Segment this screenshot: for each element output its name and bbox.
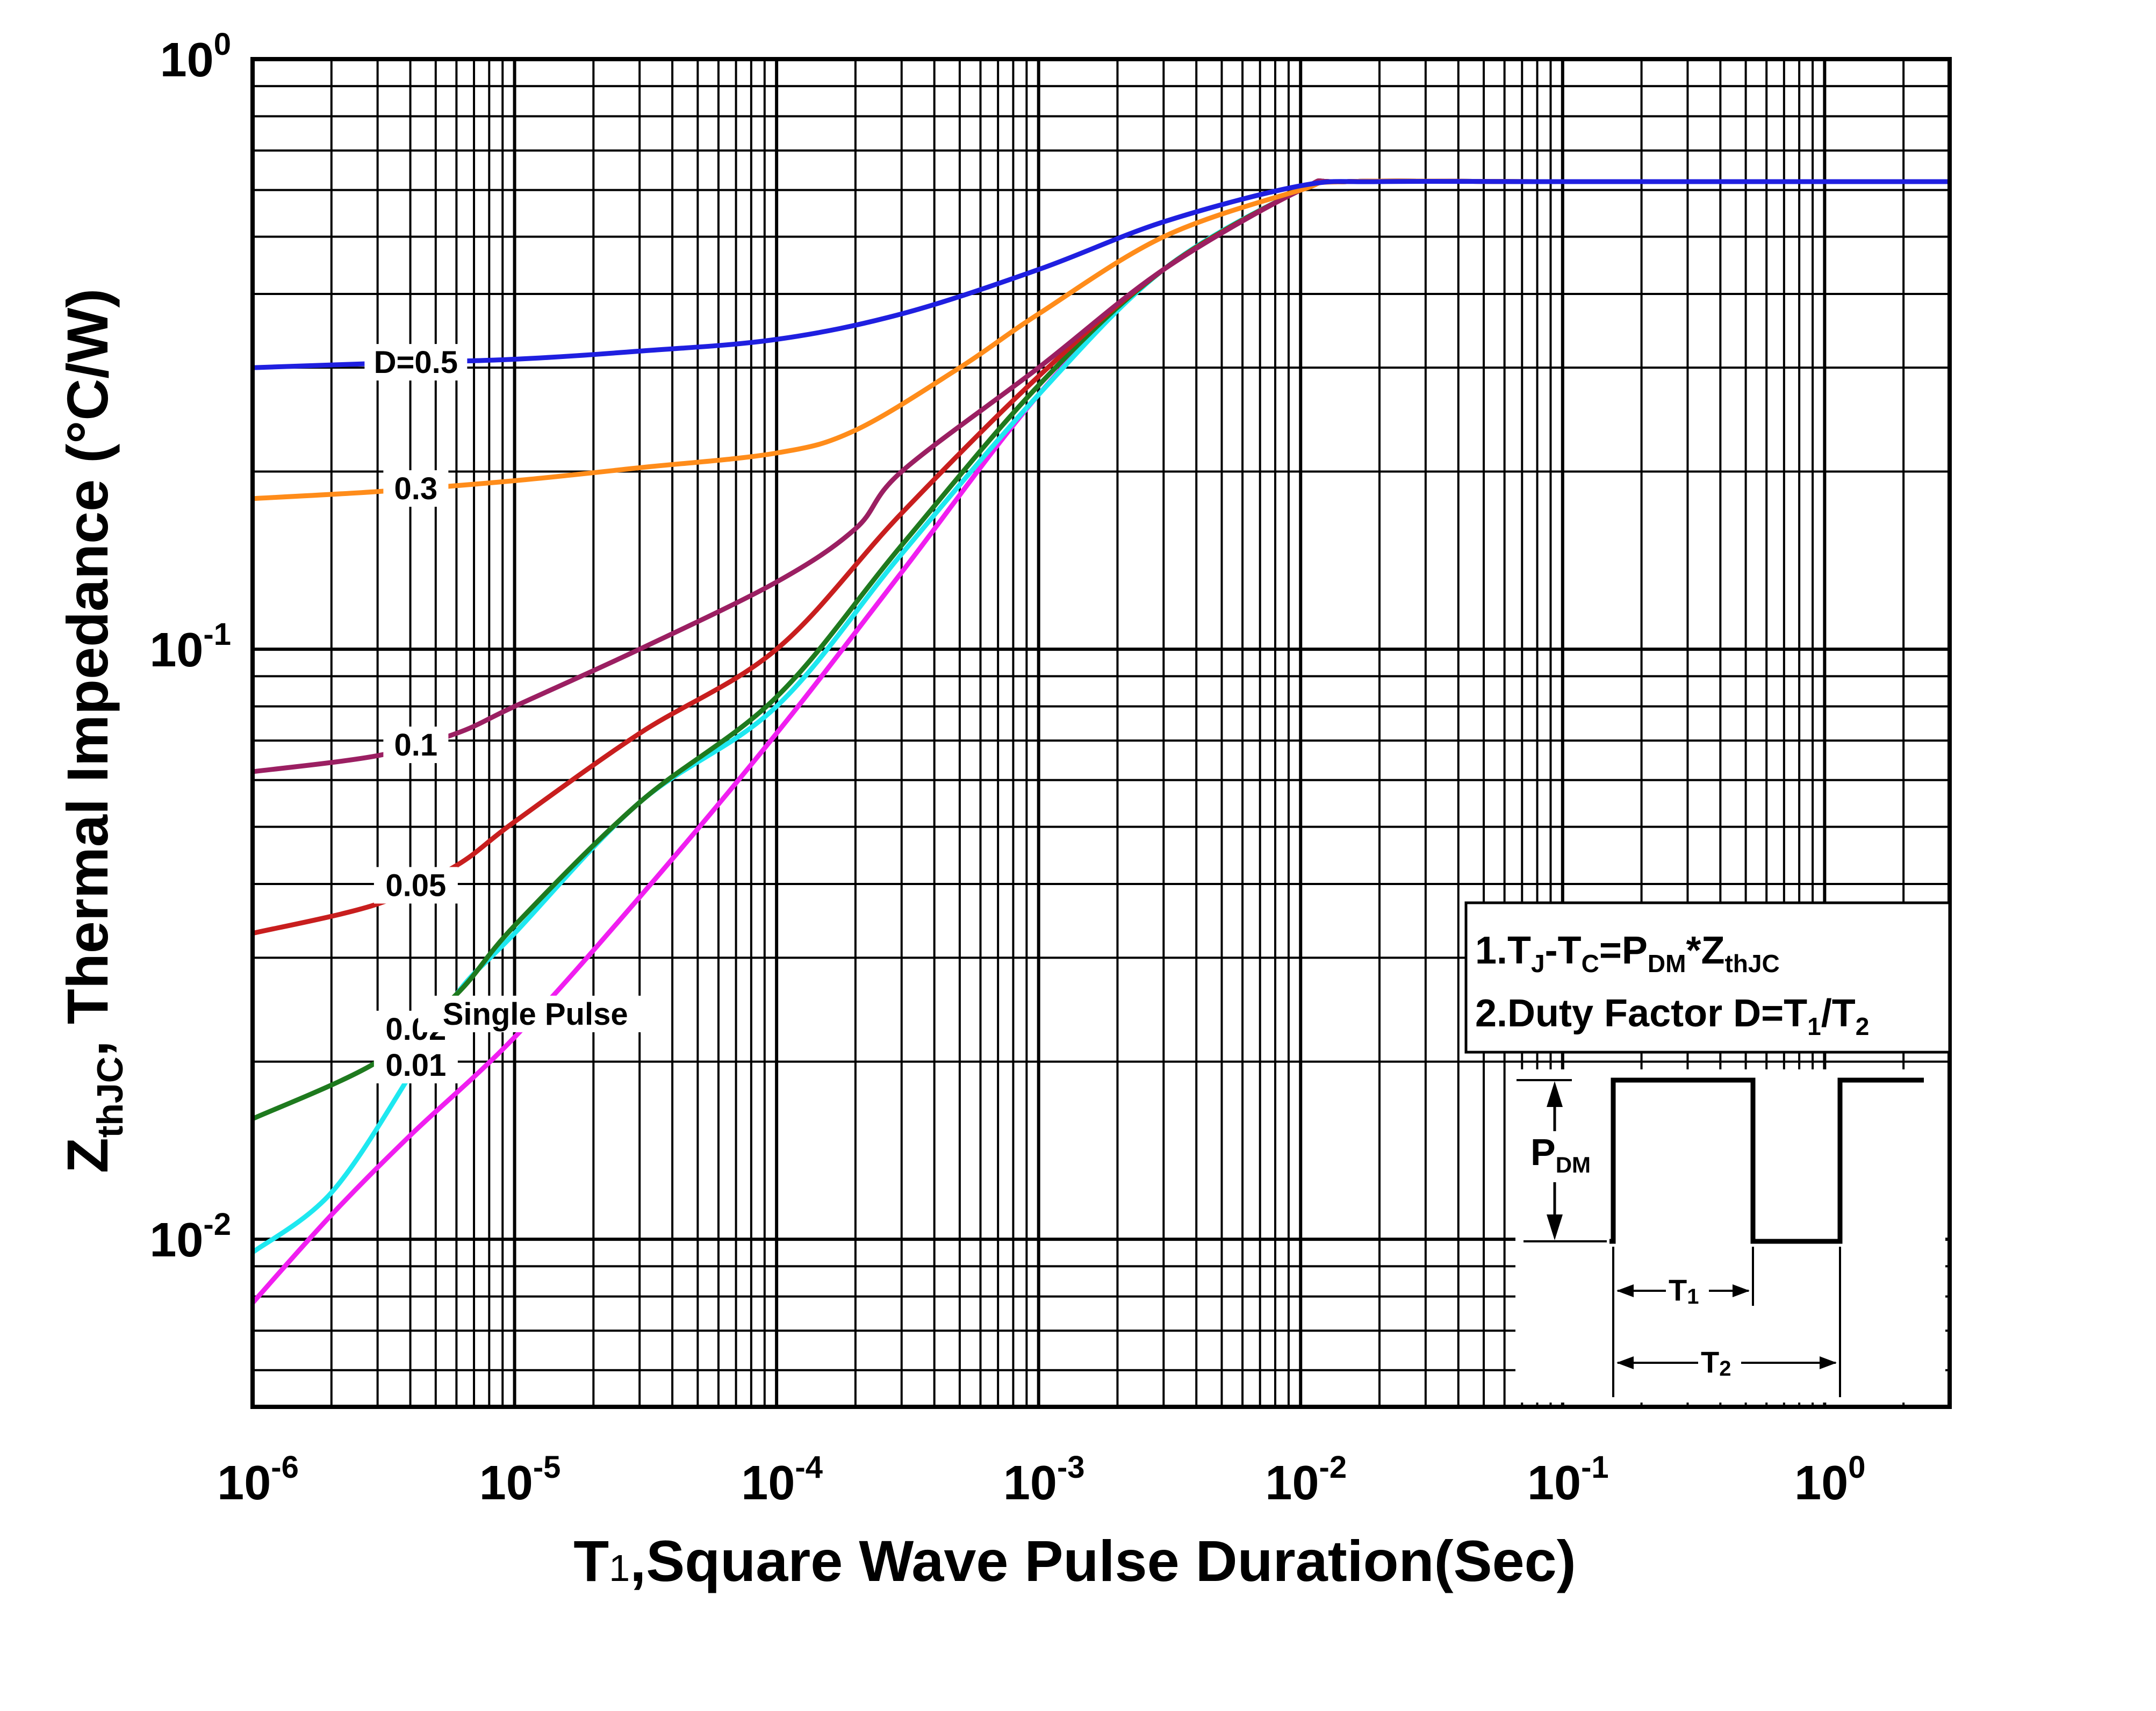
t1-label-main: T [1669, 1273, 1687, 1307]
y-tick-labels: 100 10-1 10-2 [149, 27, 231, 1267]
curve-label-bg [418, 995, 653, 1032]
notes-box: 1.TJ-TC=PDM*ZthJC 2.Duty Factor D=T1/T2 [1464, 901, 1951, 1054]
grid-lines [251, 59, 1951, 1407]
x-tick-label: 10-5 [479, 1450, 561, 1510]
t1-label: T1 [1669, 1273, 1699, 1309]
y-axis-title-part-1: Z [55, 1138, 120, 1173]
y-tick-label: 10-2 [149, 1207, 231, 1267]
curve-label-bg [383, 727, 449, 764]
y-axis-title: ZthJC, Thermal Impedance (°C/W) [55, 289, 131, 1174]
pulse-waveform-diagram: PDM T1 T2 [1515, 1069, 1945, 1403]
note-1-f: DM [1648, 950, 1686, 977]
x-axis-title-part-1: T [573, 1528, 609, 1593]
x-tick-label: 10-3 [1003, 1450, 1085, 1510]
x-axis-title-part-2: ,Square Wave Pulse Duration(Sec) [630, 1528, 1576, 1593]
x-tick-labels: 10-6 10-5 10-4 10-3 10-2 10-1 100 [217, 1450, 1865, 1510]
note-1-e: =P [1599, 929, 1648, 972]
note-1-c: -T [1545, 929, 1582, 972]
curve-d-0-5 [252, 178, 1950, 370]
note-1-b: J [1531, 950, 1545, 977]
curve-label-bg [373, 867, 458, 904]
x-tick-label: 10-6 [217, 1450, 299, 1510]
y-axis-title-part-2: , Thermal Impedance (°C/W) [55, 289, 120, 1056]
curve-label: 0.05 [385, 868, 446, 903]
note-1-d: C [1582, 950, 1599, 977]
curve-label: Single Pulse [443, 997, 628, 1032]
t2-label-main: T [1701, 1345, 1719, 1379]
note-1-h: thJC [1724, 950, 1779, 977]
pdm-label-sub: DM [1556, 1152, 1591, 1177]
x-tick-label: 10-2 [1265, 1450, 1347, 1510]
note-1-a: 1.T [1475, 929, 1531, 972]
x-axis-title-sub: 1 [609, 1547, 630, 1589]
y-axis-title-sub: thJC [90, 1056, 131, 1138]
notes-box-frame [1464, 901, 1951, 1054]
t2-arrow-left-icon [1616, 1356, 1634, 1369]
x-axis-title: T1,Square Wave Pulse Duration(Sec) [573, 1528, 1576, 1593]
x-tick-label: 10-1 [1527, 1450, 1609, 1510]
t2-label-bg [1698, 1343, 1741, 1379]
y-tick-label: 10-1 [149, 617, 231, 677]
curve-label: D=0.5 [374, 345, 458, 380]
x-tick-label: 100 [1794, 1450, 1865, 1510]
t1-label-sub: 1 [1687, 1285, 1699, 1309]
note-line-2: 2.Duty Factor D=T1/T2 [1475, 992, 1869, 1040]
t1-arrow-left-icon [1616, 1284, 1634, 1297]
waveform-trace [1609, 1077, 1924, 1244]
t1-arrow-right-icon [1733, 1284, 1750, 1297]
pdm-arrow-down-icon [1547, 1214, 1563, 1240]
note-2-c: /T [1821, 992, 1856, 1035]
t2-label: T2 [1701, 1345, 1731, 1381]
pdm-label: PDM [1530, 1131, 1591, 1177]
note-1-g: *Z [1686, 929, 1724, 972]
note-2-d: 2 [1856, 1012, 1870, 1040]
x-tick-label: 10-4 [741, 1450, 823, 1510]
t2-label-sub: 2 [1719, 1357, 1731, 1381]
t2-arrow-right-icon [1820, 1356, 1837, 1369]
pdm-label-main: P [1530, 1131, 1556, 1173]
pdm-arrow-up-icon [1547, 1081, 1563, 1107]
plot-frame [250, 57, 1952, 1409]
curve-label-bg [383, 470, 449, 507]
note-2-a: 2.Duty Factor D=T [1475, 992, 1807, 1035]
t1-label-bg [1666, 1273, 1709, 1308]
curve-label-bg [364, 344, 468, 381]
curve-label-bg [373, 1047, 458, 1084]
curve-label: 0.01 [385, 1048, 446, 1083]
curve-label: 0.1 [394, 728, 438, 763]
pdm-label-bg [1528, 1131, 1598, 1182]
note-line-1: 1.TJ-TC=PDM*ZthJC [1475, 929, 1780, 977]
y-tick-label: 100 [160, 27, 231, 87]
note-2-b: 1 [1807, 1012, 1821, 1040]
curve-label: 0.3 [394, 471, 438, 506]
